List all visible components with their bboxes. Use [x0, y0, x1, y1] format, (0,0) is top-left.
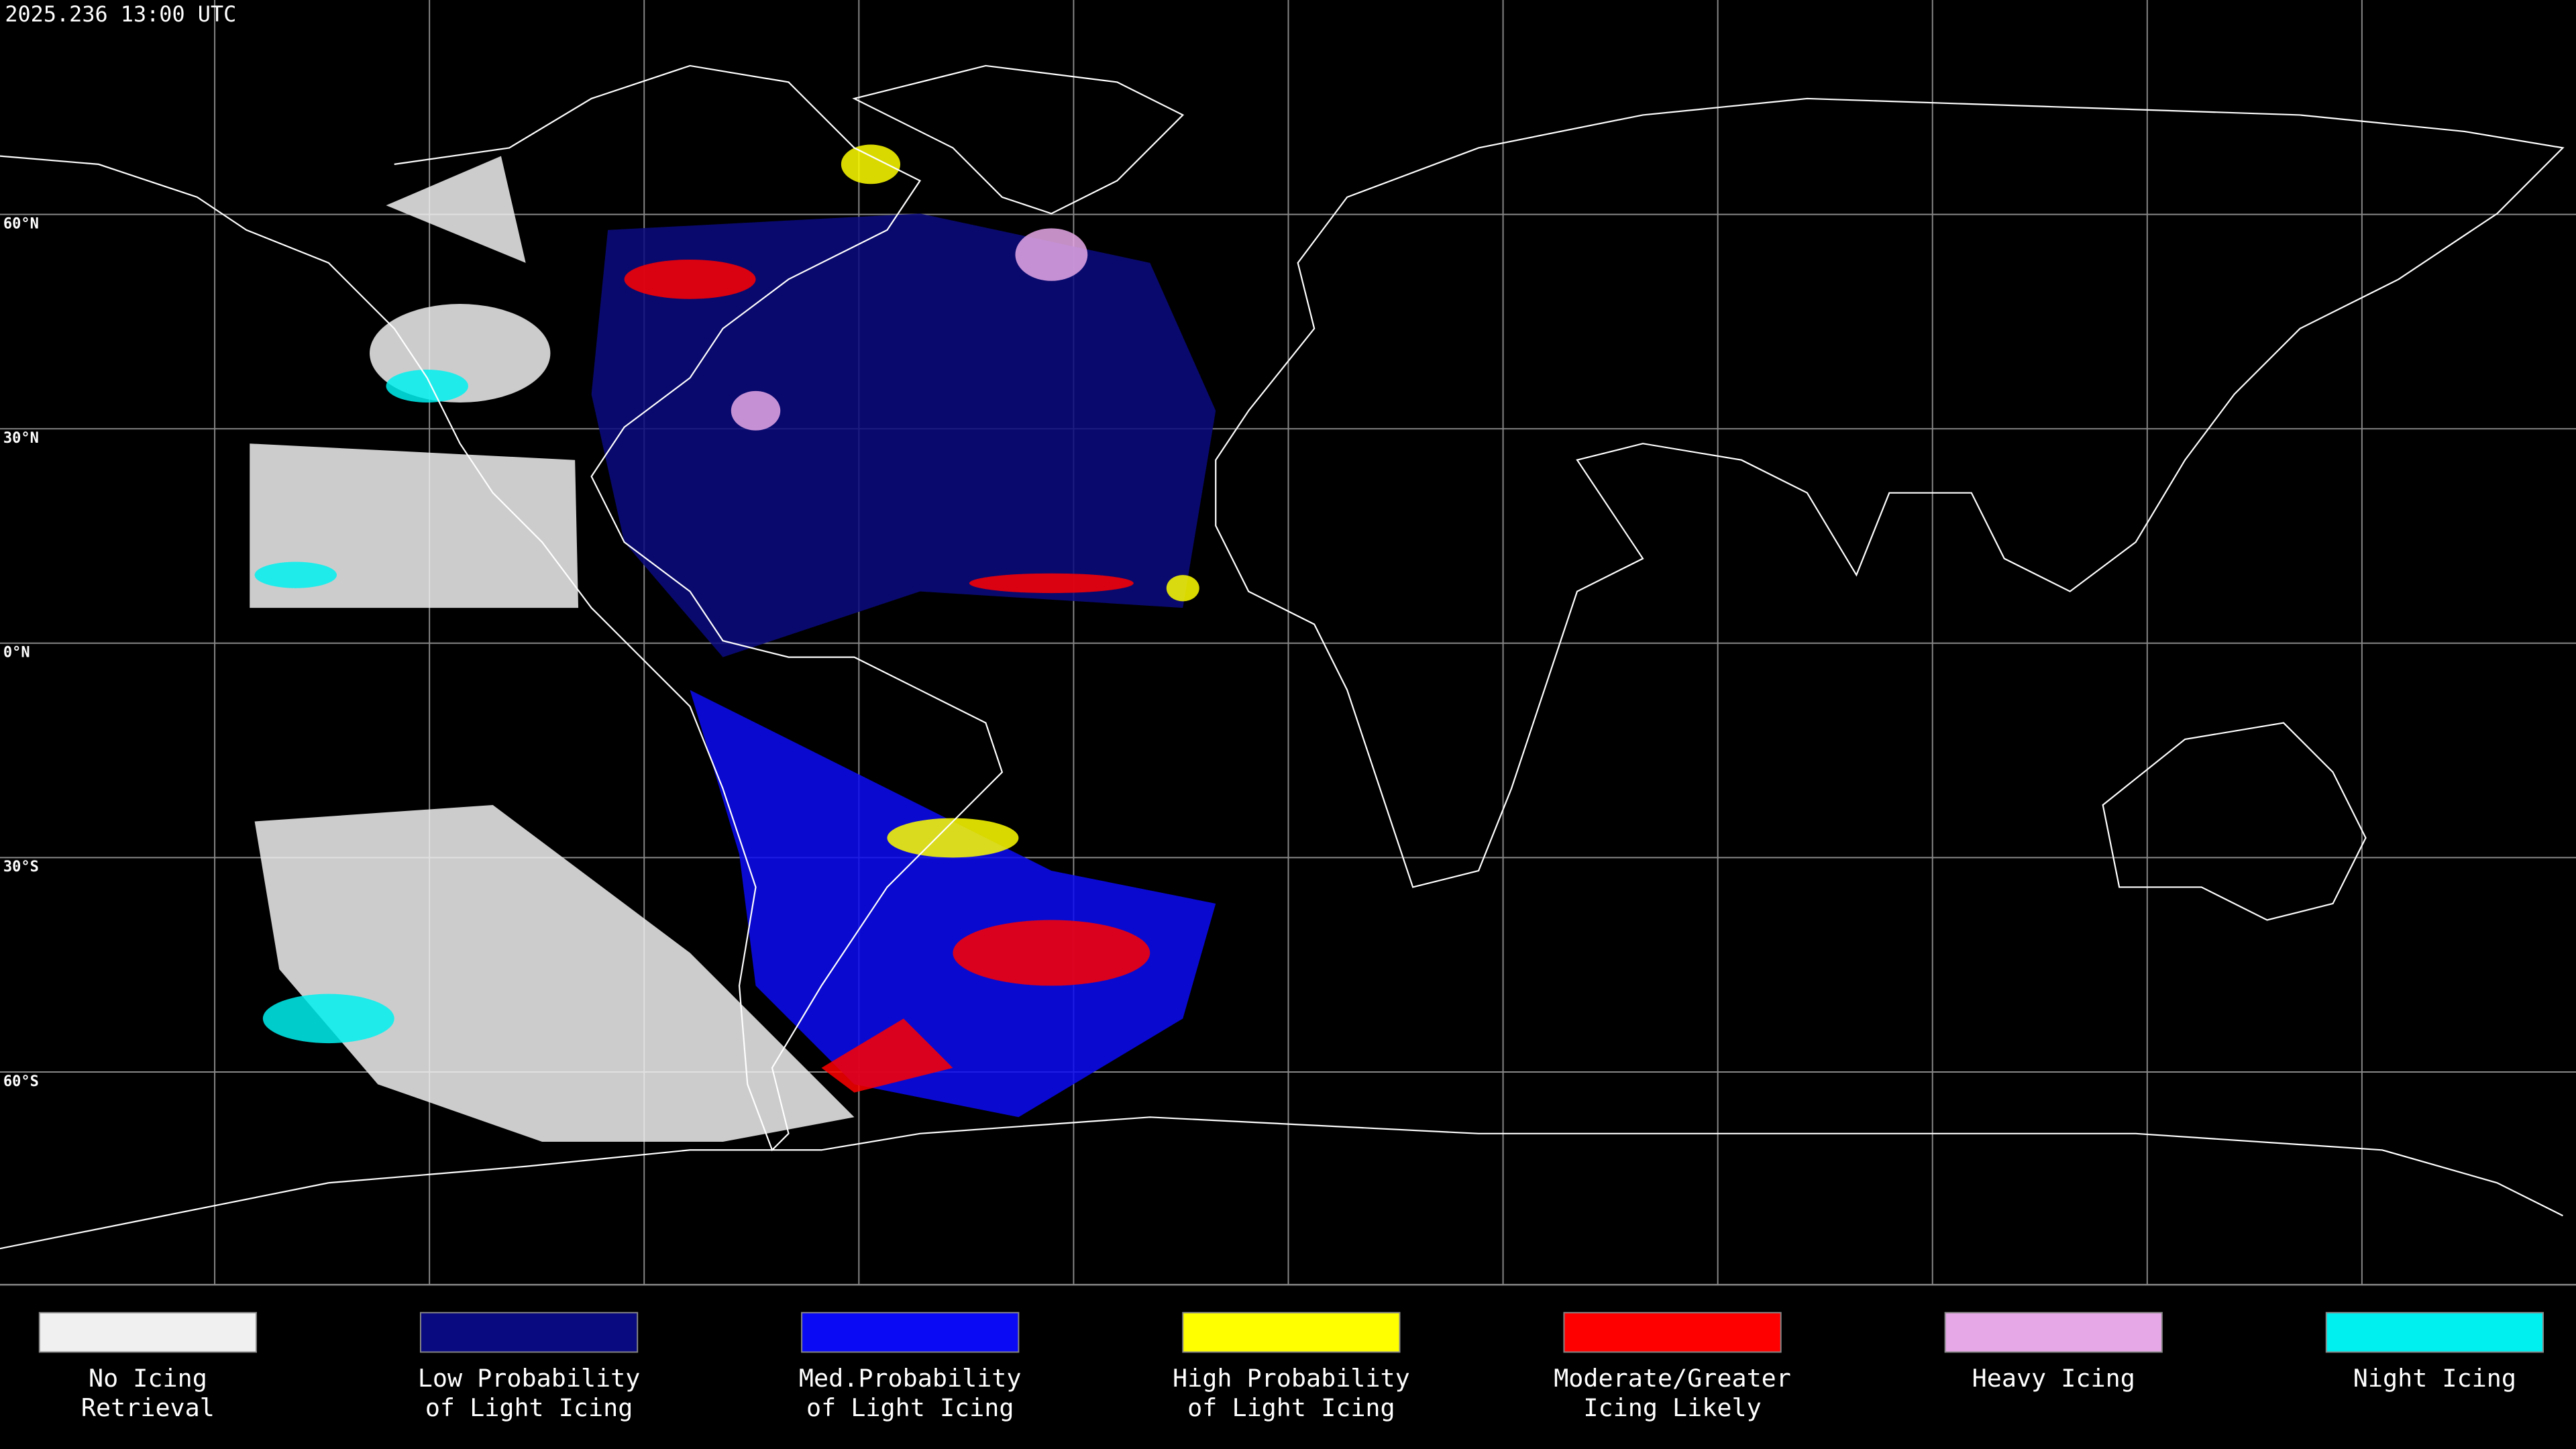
legend-swatch	[1944, 1311, 2163, 1353]
latitude-label: 0°N	[3, 645, 30, 661]
legend-label: Moderate/Greater	[1554, 1364, 1791, 1393]
legend-swatch	[2325, 1311, 2544, 1353]
legend-swatch	[1563, 1311, 1782, 1353]
icing-area	[821, 1018, 953, 1093]
coastline-greenland	[852, 64, 1185, 215]
icing-area	[254, 561, 337, 588]
coastlines	[0, 64, 2565, 1250]
latitude-label: 60°N	[3, 215, 39, 232]
icing-area	[1015, 228, 1088, 281]
icing-area	[887, 818, 1019, 858]
coastline-americas	[0, 64, 1004, 1152]
legend-swatch	[419, 1311, 639, 1353]
latitude-label: 30°S	[3, 859, 39, 875]
coastline-antarctica	[0, 1116, 2563, 1250]
icing-area	[731, 390, 781, 431]
legend-swatch	[1182, 1311, 1401, 1353]
icing-overlay	[250, 144, 1216, 1142]
coastline-australia	[2102, 722, 2367, 921]
icing-area	[841, 144, 901, 184]
legend-label: Retrieval	[81, 1393, 215, 1422]
icing-area	[386, 156, 526, 263]
legend-swatch	[38, 1311, 258, 1353]
icing-area	[690, 690, 1216, 1118]
legend-label: of Light Icing	[806, 1393, 1014, 1422]
legend-label: No Icing	[89, 1364, 207, 1393]
coastline-africa-eurasia	[1215, 97, 2565, 888]
icing-area	[624, 259, 756, 299]
legend-label: Low Probability	[418, 1364, 641, 1393]
latitude-label: 30°N	[3, 430, 39, 447]
legend-label: Icing Likely	[1583, 1393, 1761, 1422]
legend-swatch	[801, 1311, 1020, 1353]
legend-label: High Probability	[1173, 1364, 1410, 1393]
legend-label: of Light Icing	[1187, 1393, 1395, 1422]
icing-area	[386, 370, 468, 402]
icing-area	[953, 920, 1150, 986]
latitude-labels: 60°N 30°N 0°N 30°S 60°S	[3, 215, 39, 1089]
icing-area	[262, 994, 394, 1044]
icing-area	[250, 443, 579, 608]
legend-label: Med.Probability	[799, 1364, 1022, 1393]
timestamp: 2025.236 13:00 UTC	[5, 1, 236, 27]
legend-label: Heavy Icing	[1972, 1364, 2135, 1393]
icing-area	[254, 805, 855, 1142]
icing-area	[1166, 575, 1199, 602]
icing-area	[969, 573, 1134, 594]
legend-label: Night Icing	[2353, 1364, 2516, 1393]
legend-label: of Light Icing	[425, 1393, 633, 1422]
icing-area	[591, 213, 1216, 657]
latitude-label: 60°S	[3, 1073, 39, 1090]
